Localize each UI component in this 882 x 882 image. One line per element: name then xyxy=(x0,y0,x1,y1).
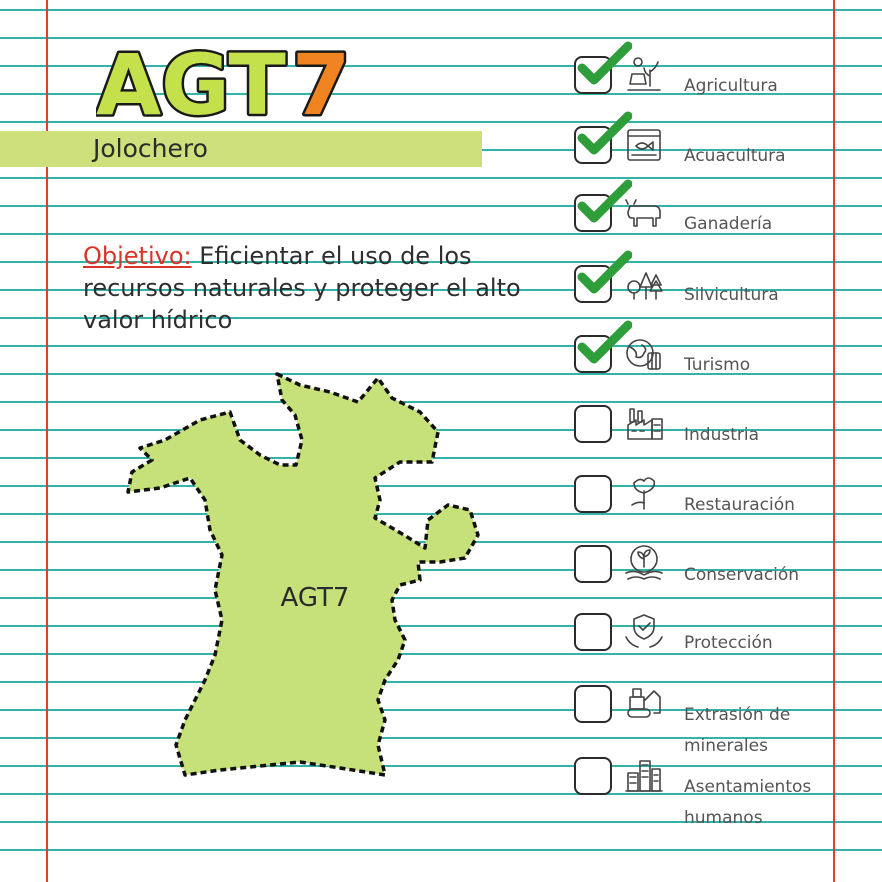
checklist-item: Industria xyxy=(574,403,834,445)
unchecked-box[interactable] xyxy=(574,757,612,795)
checklist-item: Restauración xyxy=(574,473,834,515)
checklist-item-label: Industria xyxy=(684,425,760,445)
logo-letters: AGT xyxy=(96,38,286,122)
tree-hand-icon xyxy=(631,477,656,510)
checklist-item: Conservación xyxy=(574,543,834,585)
checklist-item: Silvicultura xyxy=(574,250,834,305)
checklist-item-label: Protección xyxy=(684,633,773,653)
checkmark-icon xyxy=(577,41,632,85)
cow-icon xyxy=(625,199,661,227)
checklist-item-label: Turismo xyxy=(684,355,751,375)
checklist-item-label: Extrasión de minerales xyxy=(684,700,790,762)
left-margin-line xyxy=(46,0,48,882)
objective-label: Objetivo: xyxy=(83,242,192,270)
checklist-item: Agricultura xyxy=(574,41,834,96)
checklist-item-label: Acuacultura xyxy=(684,146,786,166)
page-subtitle: Jolochero xyxy=(93,134,208,163)
unchecked-box[interactable] xyxy=(574,545,612,583)
globe-luggage-icon xyxy=(626,339,661,370)
checklist-item-label: Silvicultura xyxy=(684,285,779,305)
shield-hands-icon xyxy=(625,614,663,648)
factory-icon xyxy=(627,408,663,440)
subtitle-band xyxy=(0,131,482,167)
checklist-item-label: Agricultura xyxy=(684,76,778,96)
checklist-item-label: Conservación xyxy=(684,565,800,585)
checklist-item: Turismo xyxy=(574,320,834,375)
plant-hands-icon xyxy=(625,545,663,580)
buildings-icon xyxy=(625,760,663,792)
checklist-item-label-line: humanos xyxy=(684,808,763,828)
checklist-item-label-line: Extrasión de xyxy=(684,705,791,725)
excavator-icon xyxy=(627,688,661,718)
unchecked-box[interactable] xyxy=(574,613,612,651)
map-label: AGT7 xyxy=(281,583,350,613)
checklist-item-label-line: minerales xyxy=(684,736,768,756)
checklist-item: Extrasión de minerales xyxy=(574,683,834,756)
checklist-item: Asentamientos humanos xyxy=(574,755,834,828)
checklist-item: Ganadería xyxy=(574,179,834,234)
trees-icon xyxy=(627,272,663,300)
unchecked-box[interactable] xyxy=(574,405,612,443)
checkmark-icon xyxy=(577,179,632,223)
checkmark-icon xyxy=(577,111,632,155)
agt7-logo: AGT 7 xyxy=(96,38,353,122)
region-shape xyxy=(126,372,480,777)
checklist-item-label: Asentamientos humanos xyxy=(684,772,811,834)
checklist-item-label-line: Asentamientos xyxy=(684,777,812,797)
checkmark-icon xyxy=(577,320,632,364)
unchecked-box[interactable] xyxy=(574,685,612,723)
checklist-item-label: Restauración xyxy=(684,495,795,515)
objective-text: Eficientar el uso de los recursos natura… xyxy=(83,242,521,334)
checklist-item: Protección xyxy=(574,611,834,653)
checklist-item: Acuacultura xyxy=(574,111,834,166)
objective-block: Objetivo: Eficientar el uso de los recur… xyxy=(83,240,543,336)
checklist-item-label: Ganadería xyxy=(684,214,773,234)
fish-tank-icon xyxy=(627,129,661,161)
checkmark-icon xyxy=(577,250,632,294)
logo-number: 7 xyxy=(292,38,350,122)
farmer-icon xyxy=(627,57,661,91)
region-map: AGT7 xyxy=(126,372,480,777)
unchecked-box[interactable] xyxy=(574,475,612,513)
right-margin-line xyxy=(833,0,835,882)
